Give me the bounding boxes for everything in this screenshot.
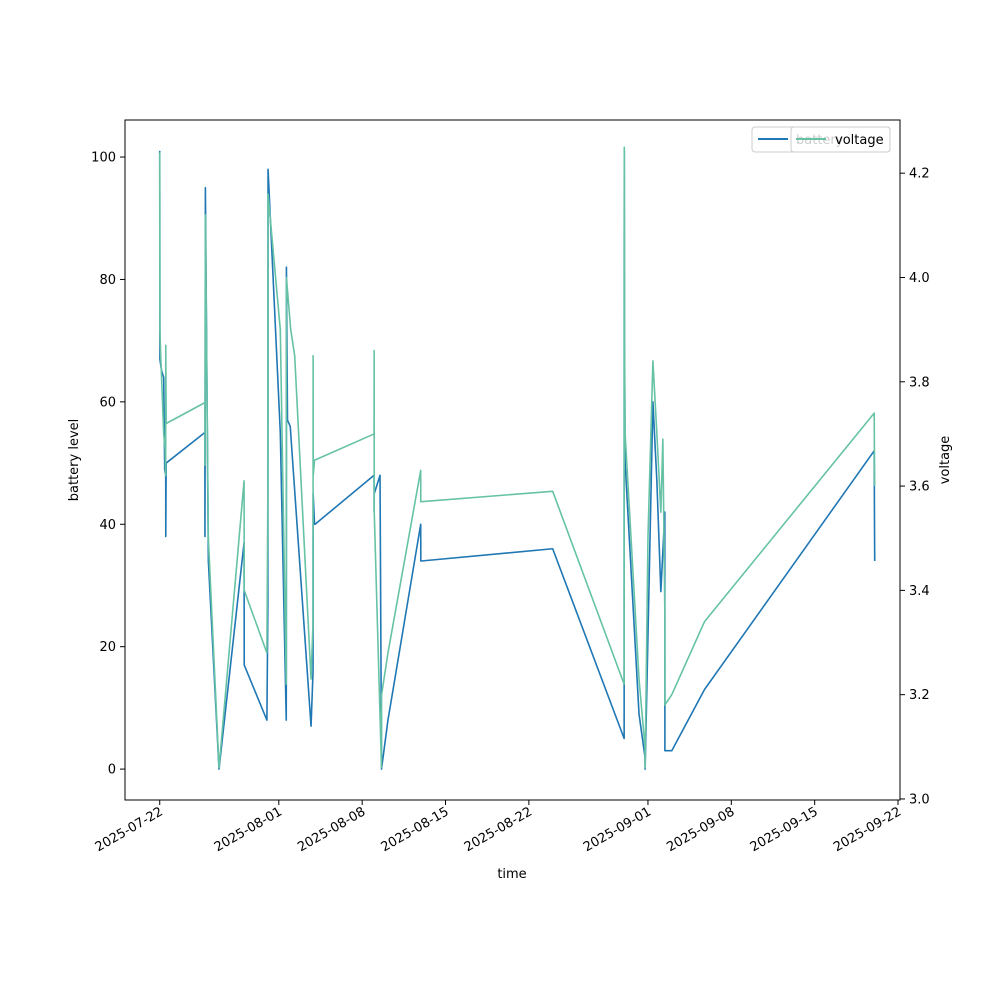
- plot-frame: [124, 119, 901, 801]
- series-layer: [158, 146, 876, 770]
- right-y-tick-label: 3.8: [909, 375, 930, 390]
- right-y-tick-label: 3.4: [909, 584, 930, 599]
- right-y-tick-label: 4.2: [909, 167, 930, 182]
- legend-voltage-label: voltage: [835, 133, 884, 148]
- left-y-tick-label: 0: [108, 763, 116, 778]
- right-y-tick-label: 4.0: [909, 271, 930, 286]
- left-y-tick-label: 80: [99, 273, 116, 288]
- right-y-axis-ticks: 3.0 3.2 3.4 3.6 3.8 4.0 4.2: [900, 167, 930, 807]
- right-y-axis-label: voltage: [938, 436, 953, 485]
- left-y-axis-ticks: 0 20 40 60 80 100: [91, 151, 125, 778]
- right-y-tick-label: 3.0: [909, 792, 930, 807]
- left-y-axis-label: battery level: [67, 419, 82, 502]
- left-y-tick-label: 20: [99, 640, 116, 655]
- legend-voltage: voltage: [790, 126, 891, 153]
- left-y-tick-label: 60: [99, 395, 116, 410]
- x-axis-label: time: [497, 867, 526, 882]
- left-y-tick-label: 100: [91, 151, 116, 166]
- right-y-tick-label: 3.2: [909, 688, 930, 703]
- plot-area: [125, 120, 900, 800]
- series-line-voltage: [158, 146, 876, 769]
- right-y-tick-label: 3.6: [909, 480, 930, 495]
- legend-voltage-box: [790, 126, 891, 153]
- left-y-tick-label: 40: [99, 518, 116, 533]
